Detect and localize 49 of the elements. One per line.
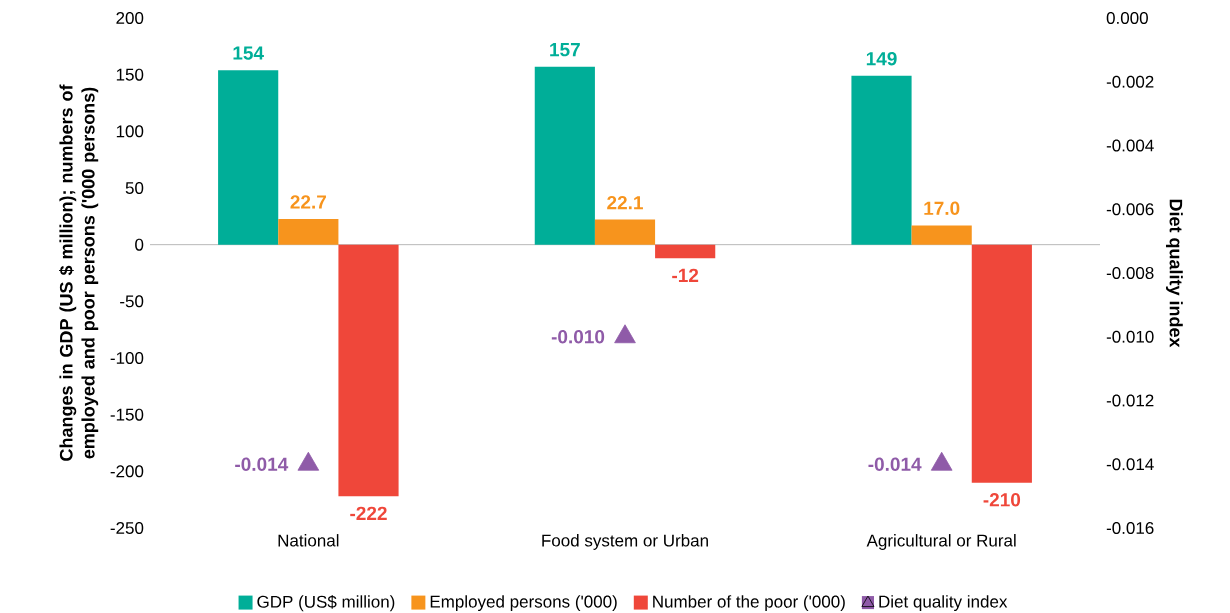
- y-tick-label: 100: [116, 125, 144, 138]
- y-tick-label: -200: [110, 465, 144, 478]
- data-label: 17.0: [924, 201, 960, 215]
- y-axis-title: Changes in GDP (US $ million); numbers of employed and poor persons ('000 persons): [59, 84, 99, 461]
- y-tick-label: 0: [135, 238, 144, 251]
- data-label: -0.014: [868, 457, 922, 471]
- data-label: 157: [550, 43, 580, 57]
- data-label: 22.1: [607, 195, 643, 210]
- data-label: -0.014: [235, 457, 289, 471]
- bar: [218, 70, 279, 245]
- y-tick-label: -250: [110, 521, 144, 535]
- y-tick-label: 150: [116, 68, 144, 81]
- y2-tick-label: -0.008: [1106, 266, 1154, 280]
- y2-axis-title: Diet quality index: [1166, 199, 1183, 348]
- y2-tick-label: -0.014: [1106, 458, 1154, 471]
- data-label: 22.7: [290, 195, 326, 209]
- y2-tick-label: -0.002: [1106, 75, 1154, 88]
- legend-label: GDP (US$ million): [257, 595, 395, 612]
- y2-tick-label: -0.004: [1106, 139, 1154, 152]
- bar: [655, 244, 716, 259]
- data-label: -12: [672, 268, 699, 282]
- y-tick-label: -100: [110, 351, 144, 365]
- y2-tick-label: -0.012: [1106, 394, 1154, 407]
- bar: [851, 75, 912, 245]
- data-label: -0.010: [551, 330, 605, 344]
- data-label: 149: [866, 51, 897, 66]
- y2-tick-label: -0.010: [1106, 330, 1154, 343]
- legend-label: Diet quality index: [879, 595, 1008, 611]
- y-tick-label: 200: [116, 11, 144, 25]
- data-label: -210: [983, 493, 1021, 507]
- y-tick-label: 50: [125, 181, 144, 195]
- bar: [534, 66, 595, 245]
- bar: [278, 218, 339, 245]
- y2-tick-label: -0.006: [1106, 203, 1154, 216]
- bar: [338, 244, 399, 497]
- y2-tick-label: -0.016: [1106, 521, 1154, 535]
- x-tick-label: Agricultural or Rural: [866, 534, 1016, 550]
- x-tick-label: National: [278, 534, 339, 547]
- y-tick-label: -50: [120, 295, 144, 308]
- legend-label: Number of the poor ('000): [653, 595, 845, 611]
- legend-label: Employed persons ('000): [430, 595, 617, 611]
- data-label: 154: [233, 46, 264, 60]
- x-tick-label: Food system or Urban: [542, 534, 708, 550]
- bar: [594, 219, 656, 245]
- bar: [911, 225, 972, 245]
- data-label: -222: [350, 506, 387, 520]
- y-tick-label: -150: [110, 408, 144, 421]
- y2-tick-label: 0.000: [1106, 11, 1148, 24]
- bar: [971, 244, 1032, 483]
